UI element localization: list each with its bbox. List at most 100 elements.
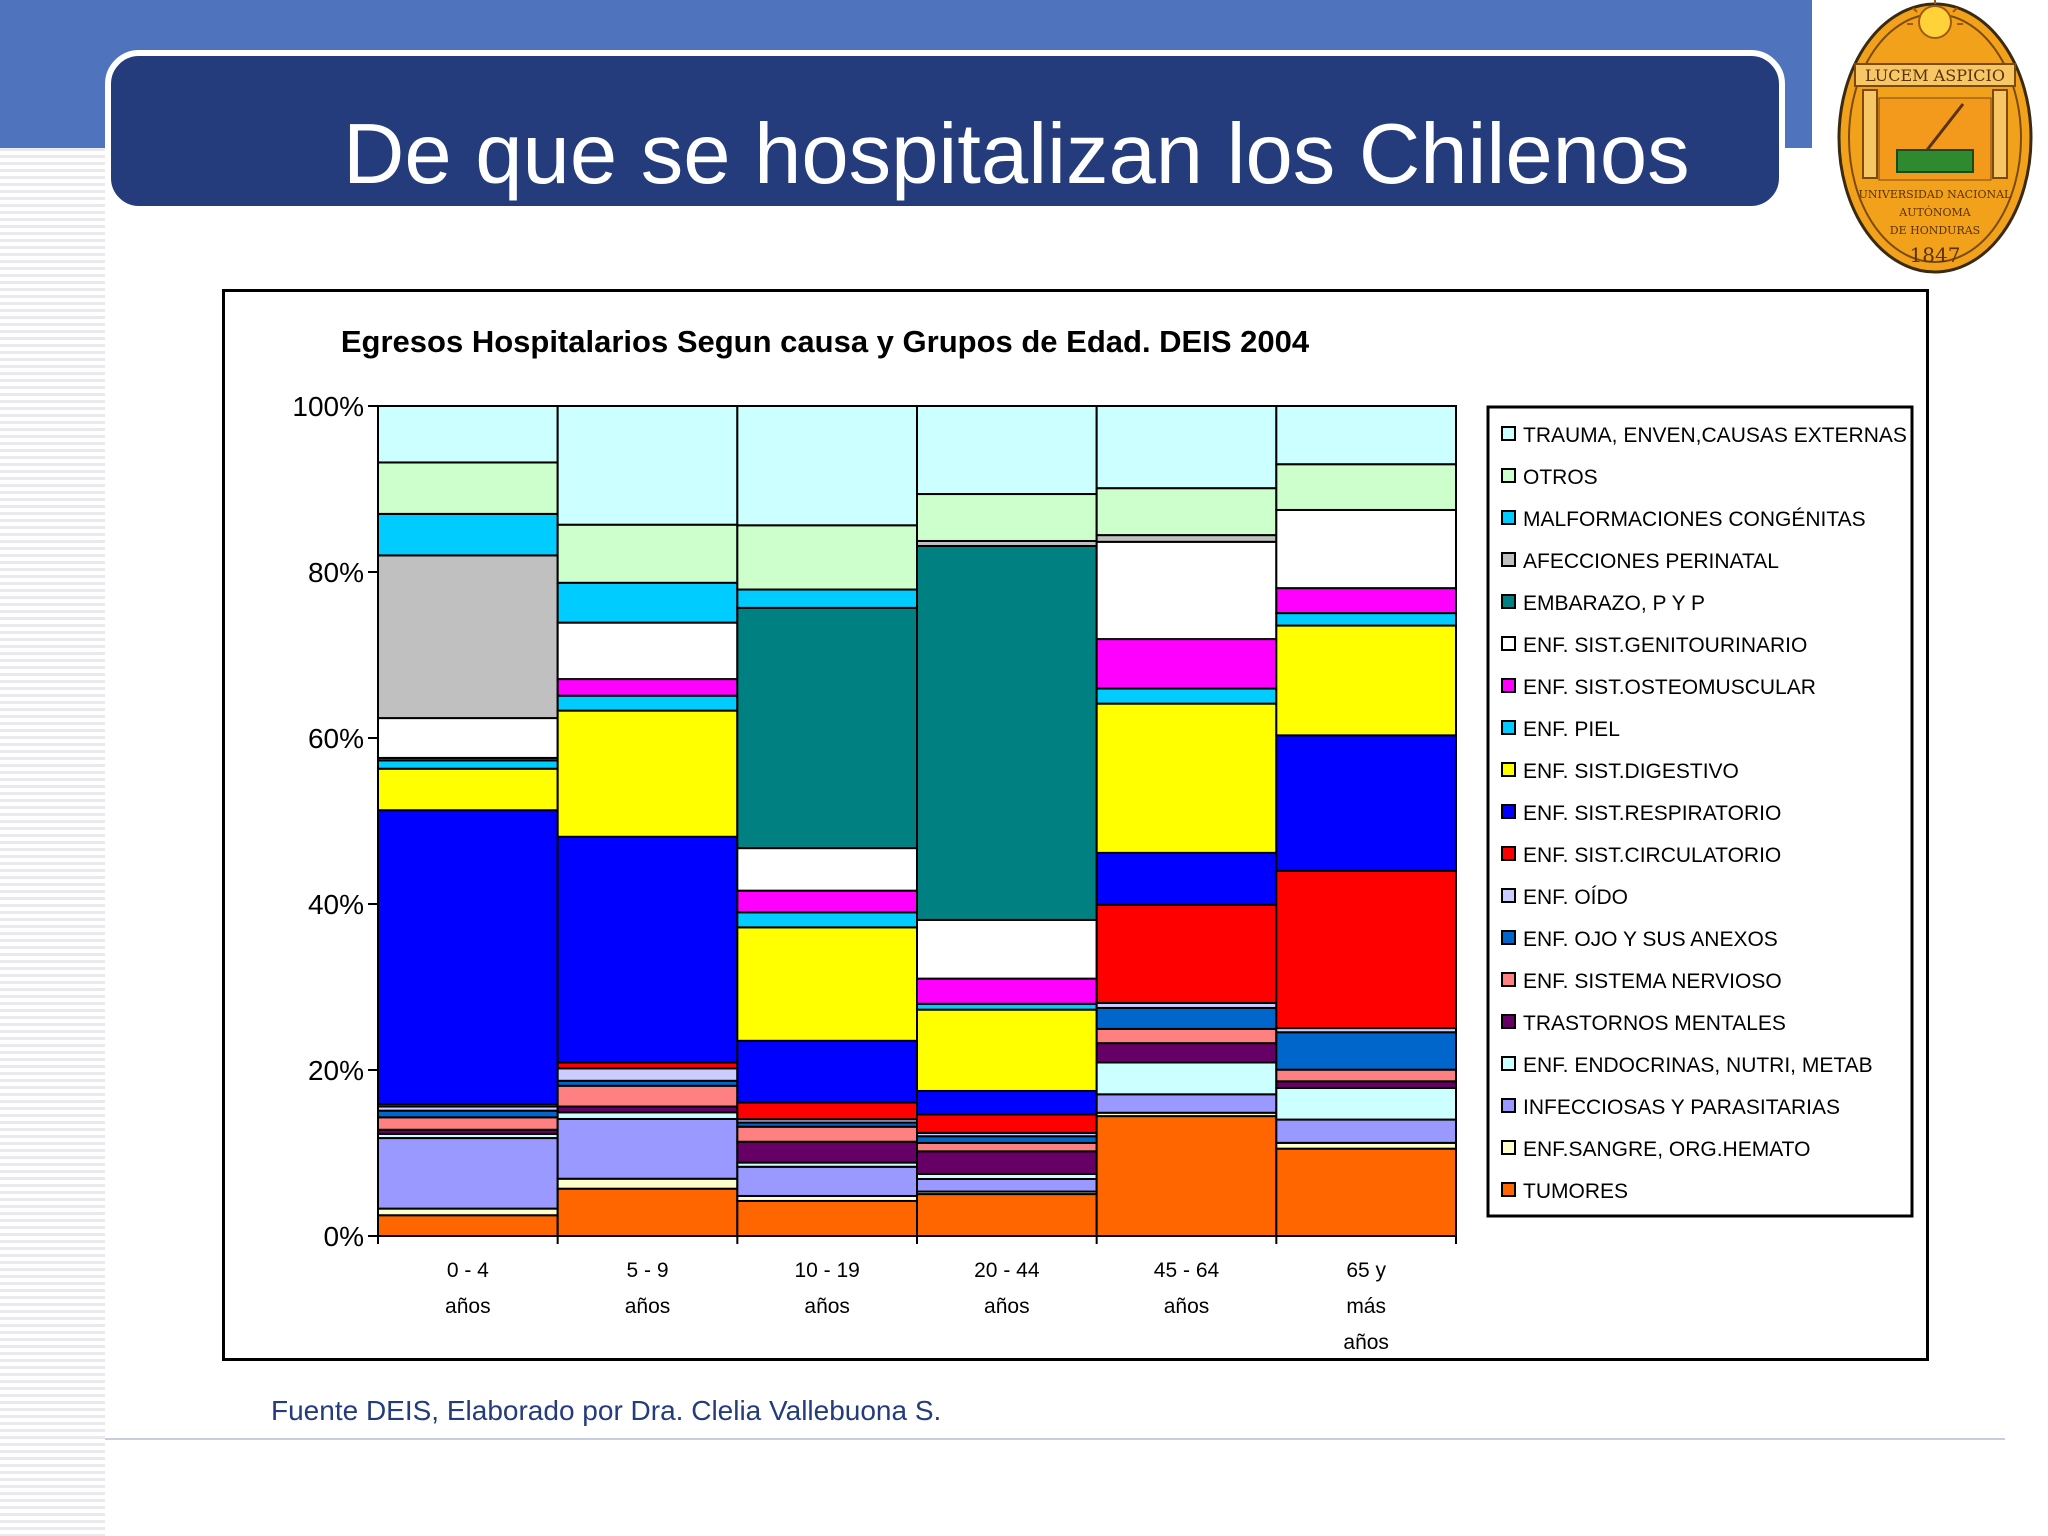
legend-swatch (1501, 888, 1516, 903)
bar-segment (916, 405, 1098, 496)
svg-text:1847: 1847 (1910, 243, 1961, 267)
bar-segment (1095, 687, 1278, 705)
bar-segment (1275, 508, 1458, 590)
bar-segment (556, 678, 739, 697)
bar-segment (1095, 540, 1278, 641)
bar-segment (916, 1008, 1098, 1092)
legend-swatch (1501, 1056, 1516, 1071)
y-tick-label: 0% (324, 1221, 364, 1252)
bar-segment (916, 1089, 1098, 1116)
x-tick-label: 10 - 19 (794, 1259, 859, 1282)
bar-segment (736, 1165, 918, 1197)
legend-entry: ENF. SIST.GENITOURINARIO (1523, 634, 1807, 657)
bar-segment (736, 588, 918, 609)
svg-text:UNIVERSIDAD NACIONAL: UNIVERSIDAD NACIONAL (1859, 188, 2012, 201)
legend-swatch (1501, 552, 1516, 567)
legend-entry: ENF. OJO Y SUS ANEXOS (1523, 928, 1778, 951)
legend-entry: ENF. PIEL (1523, 718, 1620, 741)
legend-entry: OTROS (1523, 466, 1598, 489)
bar-segment (377, 1137, 559, 1210)
legend-entry: ENF. ENDOCRINAS, NUTRI, METAB (1523, 1054, 1873, 1077)
bar-segment (736, 926, 918, 1042)
bar-segment (1095, 1115, 1278, 1237)
bar-segment (1275, 612, 1458, 627)
bar-segment (556, 835, 739, 1064)
bar-segment (377, 1214, 559, 1237)
legend-swatch (1501, 594, 1516, 609)
bar-segment (736, 1125, 918, 1143)
bar-segment (916, 545, 1098, 921)
legend-swatch (1501, 636, 1516, 651)
bar-segment (1275, 1147, 1458, 1237)
bar-segment (377, 759, 559, 770)
bar-segment (1275, 405, 1458, 466)
bar-segment (377, 512, 559, 557)
legend-entry: AFECCIONES PERINATAL (1523, 550, 1779, 573)
legend-swatch (1501, 1182, 1516, 1197)
legend-swatch (1501, 510, 1516, 525)
legend-entry: TRAUMA, ENVEN,CAUSAS EXTERNAS (1523, 424, 1907, 447)
legend-swatch (1501, 720, 1516, 735)
bar-segment (1275, 1031, 1458, 1071)
university-seal: LUCEM ASPICIO UNIVERSIDAD NACIONAL AUTÓN… (1837, 0, 2033, 274)
bar-segment (1095, 851, 1278, 906)
bar-segment (1095, 487, 1278, 537)
bar-segment (736, 889, 918, 914)
x-tick-label: años (1164, 1295, 1210, 1318)
legend-entry: ENF. SIST.CIRCULATORIO (1523, 844, 1781, 867)
bar-segment (556, 405, 739, 526)
legend-swatch (1501, 678, 1516, 693)
bar-segment (736, 847, 918, 892)
legend-entry: TRASTORNOS MENTALES (1523, 1012, 1786, 1035)
x-tick-label: 20 - 44 (974, 1259, 1040, 1282)
y-tick-label: 60% (308, 723, 364, 754)
svg-text:LUCEM ASPICIO: LUCEM ASPICIO (1865, 66, 2005, 85)
legend-swatch (1501, 468, 1516, 483)
bar-segment (556, 523, 739, 584)
bar-segment (556, 1067, 739, 1082)
x-tick-label: 5 - 9 (626, 1259, 668, 1282)
source-note: Fuente DEIS, Elaborado por Dra. Clelia V… (271, 1395, 942, 1426)
bar-segment (377, 461, 559, 515)
bar-segment (916, 1177, 1098, 1193)
bar-segment (736, 1039, 918, 1104)
bottom-rule (105, 1438, 2005, 1440)
y-tick-label: 80% (308, 557, 364, 588)
bar-segment (556, 621, 739, 681)
svg-text:AUTÓNOMA: AUTÓNOMA (1898, 205, 1971, 219)
bar-segment (736, 405, 918, 527)
bar-segment (736, 1101, 918, 1121)
x-tick-label: 0 - 4 (447, 1259, 489, 1282)
bar-segment (556, 1117, 739, 1180)
bar-segment (556, 709, 739, 838)
legend-entry: ENF. SIST.OSTEOMUSCULAR (1523, 676, 1816, 699)
legend-swatch (1501, 1140, 1516, 1155)
legend-swatch (1501, 426, 1516, 441)
bar-segment (1095, 1042, 1278, 1064)
x-tick-label: años (984, 1295, 1030, 1318)
bar-segment (916, 1135, 1098, 1144)
bar-segment (377, 405, 559, 464)
bar-segment (1275, 869, 1458, 1030)
bar-segment (1095, 638, 1278, 690)
bar-segment (736, 606, 918, 850)
chart-title: Egresos Hospitalarios Segun causa y Grup… (341, 324, 1310, 359)
bar-segment (916, 918, 1098, 980)
legend-entry: ENF. OÍDO (1523, 886, 1628, 909)
bar-segment (1275, 1118, 1458, 1144)
bar-segment (377, 767, 559, 812)
bar-segment (1275, 624, 1458, 737)
legend-box (1486, 405, 1914, 1218)
bar-segment (377, 554, 559, 720)
stacked-bar-chart: Egresos Hospitalarios Segun causa y Grup… (292, 324, 1914, 1354)
y-tick-label: 20% (308, 1055, 364, 1086)
x-tick-label: 45 - 64 (1154, 1259, 1220, 1282)
bar-segment (1095, 534, 1278, 543)
bar-segment (916, 1141, 1098, 1153)
bar-segment (1095, 1061, 1278, 1096)
legend-entry: INFECCIOSAS Y PARASITARIAS (1523, 1096, 1840, 1119)
legend-swatch (1501, 972, 1516, 987)
bar-segment (377, 1116, 559, 1131)
legend-entry: ENF. SIST.DIGESTIVO (1523, 760, 1739, 783)
title-panel: De que se hospitalizan los Chilenos (105, 50, 1785, 212)
